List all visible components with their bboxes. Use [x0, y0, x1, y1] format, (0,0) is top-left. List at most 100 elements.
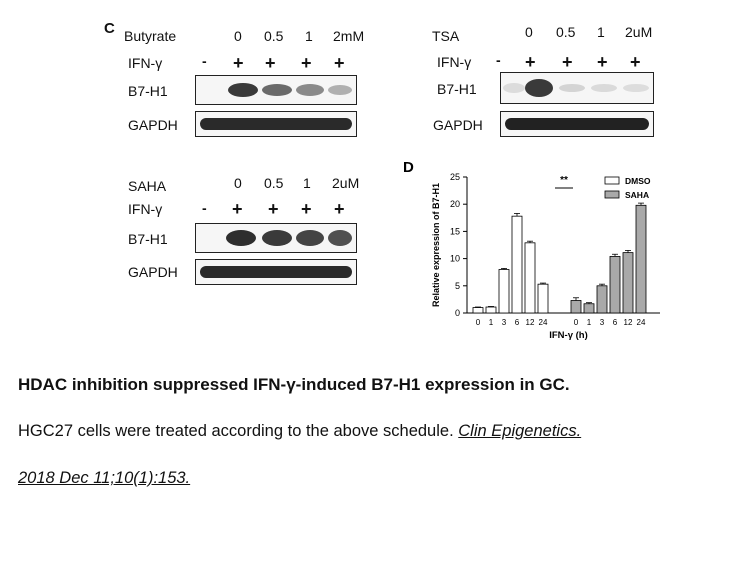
band: [226, 230, 256, 246]
x-tick-label: 12: [624, 318, 633, 327]
bar-dmso: [524, 242, 536, 314]
legend-swatch-saha: [604, 190, 620, 199]
band: [262, 84, 292, 96]
band: [328, 85, 352, 95]
bar-dmso: [485, 306, 497, 314]
butyrate-dose-2: 1: [305, 28, 313, 44]
saha-dose-2: 1: [303, 175, 311, 191]
y-tick-label: 25: [450, 172, 460, 182]
tsa-dose-0: 0: [525, 24, 533, 40]
band: [200, 118, 352, 130]
tsa-label: TSA: [432, 28, 460, 44]
bar-saha: [596, 285, 608, 314]
tsa-ifn-sign-4: +: [630, 52, 641, 72]
saha-dose-1: 0.5: [264, 175, 284, 191]
tsa-dose-3: 2uM: [625, 24, 653, 40]
saha-b7h1-blot: [195, 223, 357, 253]
tsa-ifn-label: IFN-γ: [437, 54, 472, 70]
tsa-ifn-sign-1: +: [525, 52, 536, 72]
saha-dose-0: 0: [234, 175, 242, 191]
panel-letter-c: C: [104, 20, 115, 37]
x-tick-label: 6: [613, 318, 618, 327]
x-tick-label: 24: [539, 318, 548, 327]
x-tick-label: 12: [526, 318, 535, 327]
saha-target-label: B7-H1: [128, 231, 168, 247]
legend-swatch-dmso: [604, 176, 620, 185]
tsa-dose-1: 0.5: [556, 24, 576, 40]
y-tick-label: 0: [455, 308, 460, 318]
panel-letter-d: D: [403, 159, 414, 176]
significance-marker: **: [560, 175, 568, 186]
butyrate-b7h1-blot: [195, 75, 357, 105]
band: [328, 230, 352, 246]
butyrate-label: Butyrate: [124, 28, 177, 44]
band: [228, 83, 258, 97]
butyrate-loading-label: GAPDH: [128, 117, 178, 133]
butyrate-gapdh-blot: [195, 111, 357, 137]
x-tick-label: 0: [574, 318, 579, 327]
caption-title: HDAC inhibition suppressed IFN-γ-induced…: [18, 375, 570, 394]
bar-saha: [583, 303, 595, 314]
band: [505, 118, 649, 130]
tsa-ifn-sign-0: -: [496, 52, 501, 68]
x-tick-label: 3: [600, 318, 605, 327]
saha-dose-3: 2uM: [332, 175, 360, 191]
band: [525, 79, 553, 97]
tsa-dose-2: 1: [597, 24, 605, 40]
tsa-loading-label: GAPDH: [433, 117, 483, 133]
butyrate-ifn-sign-2: +: [265, 53, 276, 73]
saha-ifn-sign-2: +: [268, 199, 279, 219]
y-tick-label: 15: [450, 226, 460, 236]
butyrate-ifn-sign-3: +: [301, 53, 312, 73]
band: [559, 84, 585, 92]
x-tick-label: 1: [587, 318, 592, 327]
butyrate-ifn-label: IFN-γ: [128, 55, 163, 71]
x-tick-label: 3: [502, 318, 507, 327]
butyrate-dose-3: 2mM: [333, 28, 365, 44]
butyrate-ifn-sign-4: +: [334, 53, 345, 73]
bar-saha: [570, 300, 582, 314]
band: [262, 230, 292, 246]
bar-dmso: [498, 269, 510, 314]
x-tick-label: 1: [489, 318, 494, 327]
tsa-ifn-sign-2: +: [562, 52, 573, 72]
tsa-b7h1-blot: [500, 72, 654, 104]
band: [296, 230, 324, 246]
y-tick-label: 5: [455, 281, 460, 291]
bar-saha: [609, 256, 621, 314]
saha-ifn-sign-1: +: [232, 199, 243, 219]
x-tick-label: 0: [476, 318, 481, 327]
x-axis-label: IFN-γ (h): [549, 330, 588, 341]
band: [623, 84, 649, 92]
butyrate-target-label: B7-H1: [128, 83, 168, 99]
tsa-target-label: B7-H1: [437, 81, 477, 97]
saha-ifn-label: IFN-γ: [128, 201, 163, 217]
y-axis-label: Relative expression of B7-H1: [431, 183, 441, 307]
citation-link-journal[interactable]: Clin Epigenetics.: [458, 422, 582, 440]
bar-saha: [635, 204, 647, 314]
y-tick-label: 10: [450, 254, 460, 264]
butyrate-ifn-sign-1: +: [233, 53, 244, 73]
butyrate-ifn-sign-0: -: [202, 53, 207, 69]
citation-link-date[interactable]: 2018 Dec 11;10(1):153.: [18, 469, 191, 487]
butyrate-dose-0: 0: [234, 28, 242, 44]
bar-dmso: [511, 215, 523, 314]
legend-label-dmso: DMSO: [625, 176, 651, 186]
caption-text: HGC27 cells were treated according to th…: [18, 422, 454, 440]
bar-saha: [622, 252, 634, 314]
bar-dmso: [537, 283, 549, 314]
saha-ifn-sign-4: +: [334, 199, 345, 219]
band: [296, 84, 324, 96]
x-tick-label: 24: [637, 318, 646, 327]
saha-ifn-sign-0: -: [202, 200, 207, 216]
band: [200, 266, 352, 278]
y-tick-label: 20: [450, 199, 460, 209]
bar-dmso: [472, 307, 484, 314]
butyrate-dose-1: 0.5: [264, 28, 284, 44]
band: [591, 84, 617, 92]
caption-text-line: HGC27 cells were treated according to th…: [18, 422, 581, 441]
tsa-ifn-sign-3: +: [597, 52, 608, 72]
legend-label-saha: SAHA: [625, 190, 649, 200]
saha-gapdh-blot: [195, 259, 357, 285]
